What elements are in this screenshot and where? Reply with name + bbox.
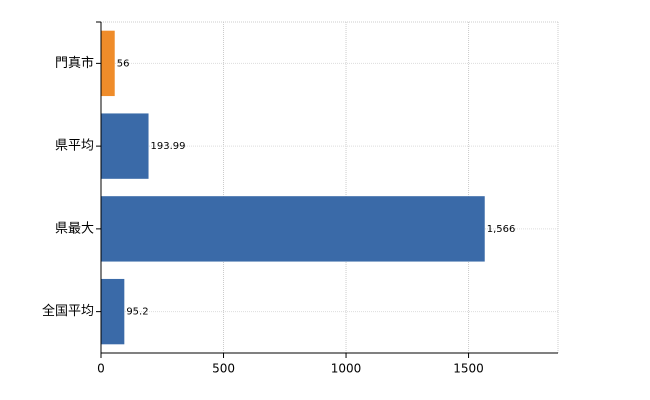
x-tick-label: 1500 <box>453 362 484 376</box>
bar <box>101 30 115 97</box>
y-tick-label: 全国平均 <box>42 303 94 319</box>
x-tick-label: 500 <box>212 362 235 376</box>
value-label: 56 <box>117 58 130 69</box>
y-tick-label: 県最大 <box>55 221 94 236</box>
x-tick-label: 0 <box>97 362 105 376</box>
bar <box>101 196 485 262</box>
value-label: 193.99 <box>151 141 186 152</box>
value-label: 1,566 <box>487 224 516 235</box>
x-tick-label: 1000 <box>331 362 362 376</box>
y-tick-label: 門真市 <box>55 55 94 71</box>
y-tick-label: 県平均 <box>55 139 94 154</box>
bar <box>101 278 125 345</box>
bar <box>101 113 149 179</box>
value-label: 95.2 <box>126 307 148 318</box>
